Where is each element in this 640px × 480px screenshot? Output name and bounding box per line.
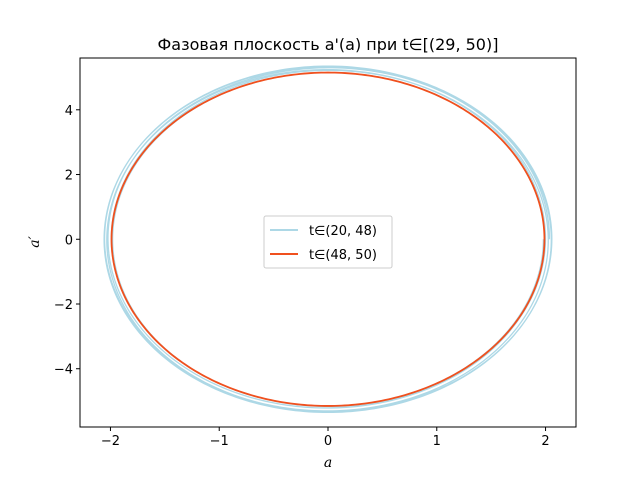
x-tick-label: 1	[433, 434, 441, 449]
series-line-2	[110, 71, 546, 407]
x-tick-label: 2	[541, 434, 549, 449]
y-axis-ticks: −4 −2 0 2 4	[54, 104, 80, 378]
y-axis-label: a′	[27, 235, 43, 247]
legend-label-series-1: t∈(20, 48)	[309, 224, 377, 239]
y-tick-label: 4	[65, 104, 73, 119]
plot-lines	[103, 65, 553, 414]
x-tick-label: −2	[101, 434, 120, 449]
x-axis-label: a	[324, 455, 332, 471]
y-tick-label: 2	[65, 169, 73, 184]
series-line-1	[103, 65, 553, 414]
legend-label-series-2: t∈(48, 50)	[309, 248, 377, 263]
y-tick-label: 0	[65, 233, 73, 248]
y-tick-label: −2	[54, 298, 73, 313]
legend: t∈(20, 48) t∈(48, 50)	[263, 215, 393, 269]
chart-title: Фазовая плоскость a'(a) при t∈[(29, 50)]	[158, 35, 499, 54]
y-tick-label: −4	[54, 363, 73, 378]
x-axis-ticks: −2 −1 0 1 2	[101, 427, 550, 449]
x-tick-label: 0	[324, 434, 332, 449]
x-tick-label: −1	[210, 434, 229, 449]
